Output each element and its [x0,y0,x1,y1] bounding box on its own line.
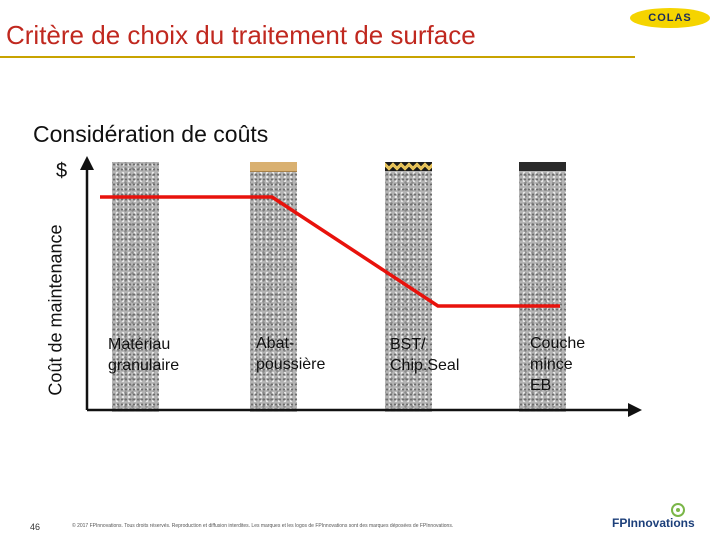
fpinnovations-leaf-icon [671,503,685,517]
category-label-chip-seal: BST/ Chip.Seal [390,336,460,374]
dust-layer [250,162,297,172]
column-granular [112,162,159,412]
x-axis-arrowhead [628,403,642,417]
series-layer [100,195,560,308]
cost-trend-line [100,195,560,308]
copyright-notice: © 2017 FPInnovations. Tous droits réserv… [72,523,454,529]
category-label-granular: Matériau granulaire [108,336,180,374]
slide-subtitle: Considération de coûts [33,121,269,147]
colas-logo: COLAS [630,8,710,28]
y-axis-dollar-tick: $ [56,160,68,182]
page-number: 46 [30,522,41,532]
page-title: Critère de choix du traitement de surfac… [6,20,476,50]
asphalt-layer [519,162,566,171]
column-asphalt [519,162,566,412]
column-dust [250,162,297,412]
fpinnovations-logo: FPInnovations [612,516,695,530]
chip-seal-layer [385,162,432,171]
y-axis-arrowhead [80,156,94,170]
category-label-dust: Abat- poussière [256,335,326,373]
title-underline [0,56,635,58]
category-label-asphalt: Couche mince EB [530,335,586,394]
